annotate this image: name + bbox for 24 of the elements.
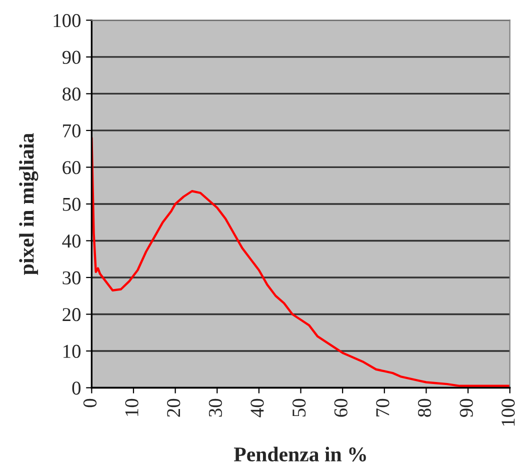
y-tick-label: 70 (63, 124, 81, 138)
x-tick-label: 70 (376, 398, 390, 416)
x-tick-label: 20 (167, 398, 180, 417)
x-tick-label: 0 (83, 398, 97, 408)
y-tick-label: 10 (64, 344, 81, 358)
y-tick-label: 60 (62, 161, 81, 174)
x-tick-label: 60 (334, 398, 348, 417)
y-tick-label: 30 (62, 271, 81, 284)
x-tick-label: 90 (460, 398, 473, 417)
x-tick-label: 40 (250, 398, 264, 418)
y-tick-label: 40 (62, 234, 81, 248)
y-axis-title: pixel in migliaia (19, 133, 38, 275)
y-tick-label: 100 (54, 14, 81, 28)
y-tick-label: 50 (62, 198, 81, 211)
x-tick-label: 80 (418, 398, 432, 417)
y-tick-label: 0 (72, 382, 81, 395)
x-tick-label: 100 (502, 398, 515, 426)
x-axis-title: Pendenza in % (234, 446, 366, 462)
x-tick-label: 10 (125, 398, 138, 416)
x-tick-label: 30 (208, 398, 222, 417)
y-tick-label: 80 (62, 88, 81, 101)
y-tick-label: 20 (62, 308, 81, 322)
x-tick-label: 50 (292, 398, 306, 416)
y-tick-label: 90 (62, 50, 81, 64)
